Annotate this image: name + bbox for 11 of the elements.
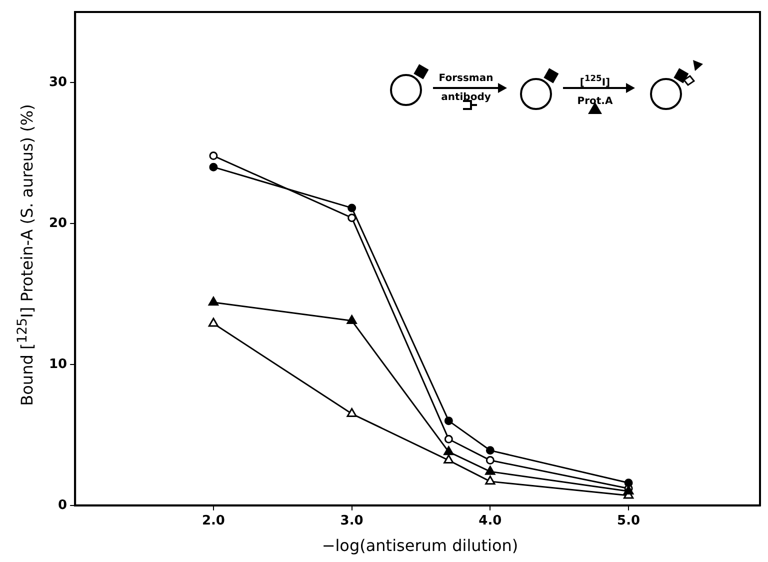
- x-tick-label: 4.0: [478, 514, 502, 529]
- y-tick-label: 20: [48, 216, 68, 231]
- annotation: Forssman antibody: [438, 72, 494, 105]
- y-tick-label: 10: [48, 356, 68, 372]
- x-axis-title: −log(antiserum dilution): [322, 536, 518, 555]
- x-tick-label: 3.0: [340, 514, 364, 529]
- y-tick-label: 0: [58, 498, 68, 513]
- annotation: [$^{125}$I] Prot.A: [576, 72, 614, 110]
- x-tick-label: 5.0: [617, 514, 640, 529]
- x-tick-label: 2.0: [202, 514, 225, 529]
- y-tick-label: 30: [48, 74, 68, 90]
